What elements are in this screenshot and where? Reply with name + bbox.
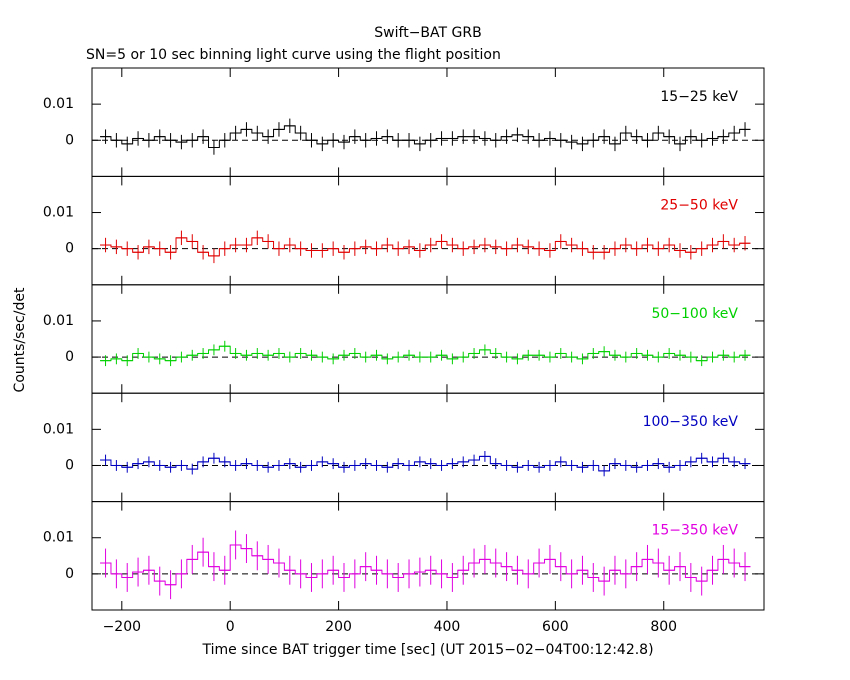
y-tick-label: 0.01: [43, 313, 74, 329]
panel-frame: [91, 392, 765, 503]
panel-label: 100−350 keV: [643, 414, 739, 430]
step-line: [100, 237, 751, 257]
y-tick-label: 0: [65, 457, 74, 473]
y-tick-label: 0: [65, 566, 74, 582]
x-tick-label: 0: [226, 619, 235, 635]
chart-subtitle: SN=5 or 10 sec binning light curve using…: [86, 47, 501, 63]
panel-label: 15−350 keV: [651, 523, 738, 539]
y-tick-label: 0: [65, 349, 74, 365]
step-line: [100, 544, 751, 586]
panel-frame: [91, 175, 765, 286]
chart-title: Swift−BAT GRB: [374, 25, 481, 41]
step-line: [100, 455, 751, 472]
panel-frame: [91, 67, 765, 177]
panel-label: 15−25 keV: [660, 89, 738, 105]
x-tick-label: 400: [434, 619, 461, 635]
x-tick-label: 200: [325, 619, 352, 635]
y-tick-label: 0.01: [43, 421, 74, 437]
panel-label: 25−50 keV: [660, 197, 738, 213]
y-tick-label: 0: [65, 132, 74, 148]
y-tick-label: 0: [65, 241, 74, 257]
panel-label: 50−100 keV: [651, 306, 738, 322]
panel-frame: [91, 501, 765, 611]
y-tick-label: 0.01: [43, 205, 74, 221]
x-tick-label: 800: [650, 619, 677, 635]
y-tick-label: 0.01: [43, 96, 74, 112]
panel-frame: [91, 284, 765, 394]
x-tick-label: −200: [103, 619, 141, 635]
x-tick-label: 600: [542, 619, 569, 635]
y-axis-label: Counts/sec/det: [12, 287, 28, 392]
y-tick-label: 0.01: [43, 530, 74, 546]
x-axis-label: Time since BAT trigger time [sec] (UT 20…: [201, 642, 653, 658]
